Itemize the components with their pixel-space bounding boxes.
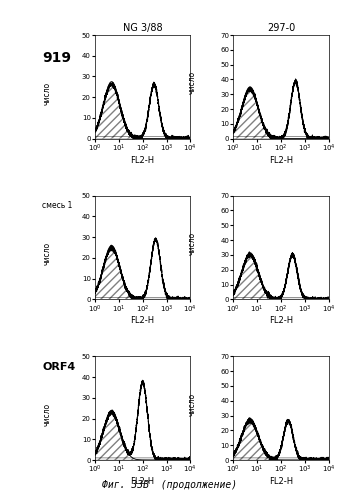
X-axis label: FL2-H: FL2-H: [269, 477, 293, 486]
Text: число: число: [42, 82, 52, 105]
Text: число: число: [42, 403, 52, 426]
X-axis label: FL2-H: FL2-H: [269, 316, 293, 325]
Text: число: число: [187, 232, 197, 255]
X-axis label: FL2-H: FL2-H: [131, 316, 155, 325]
X-axis label: FL2-H: FL2-H: [131, 156, 155, 164]
Text: число: число: [42, 242, 52, 266]
Text: 919: 919: [42, 50, 72, 64]
Title: 297-0: 297-0: [267, 23, 295, 33]
X-axis label: FL2-H: FL2-H: [131, 477, 155, 486]
Text: число: число: [187, 392, 197, 415]
Title: NG 3/88: NG 3/88: [123, 23, 162, 33]
Text: смесь 1: смесь 1: [42, 201, 73, 210]
X-axis label: FL2-H: FL2-H: [269, 156, 293, 164]
Text: число: число: [187, 72, 197, 94]
Text: Фиг. 33В  (продолжение): Фиг. 33В (продолжение): [102, 480, 237, 490]
Text: ORF4: ORF4: [42, 362, 76, 372]
